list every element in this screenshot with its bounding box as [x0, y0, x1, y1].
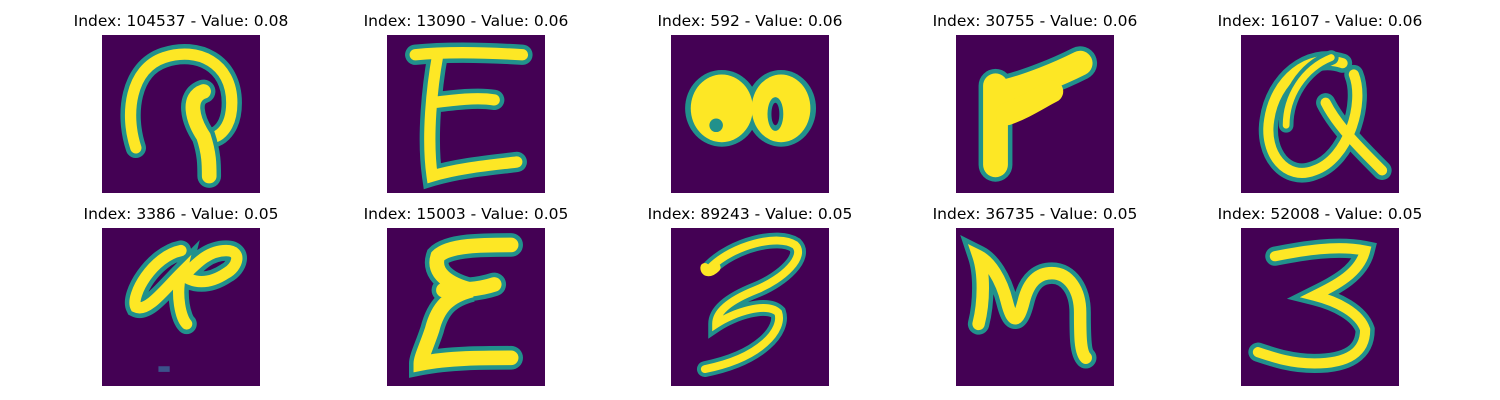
panel-title: Index: 52008 - Value: 0.05 [1217, 205, 1423, 223]
glyph-image-2 [387, 35, 545, 193]
glyph-image-1 [102, 35, 260, 193]
panel-title: Index: 13090 - Value: 0.06 [363, 12, 569, 30]
glyph-image-7 [387, 228, 545, 386]
glyph-image-9 [956, 228, 1114, 386]
panel-title: Index: 15003 - Value: 0.05 [363, 205, 569, 223]
glyph-image-10 [1241, 228, 1399, 386]
glyph-image-3 [671, 35, 829, 193]
panel-title: Index: 89243 - Value: 0.05 [647, 205, 853, 223]
glyph-image-4 [956, 35, 1114, 193]
panel-title: Index: 104537 - Value: 0.08 [73, 12, 289, 30]
panel-title: Index: 36735 - Value: 0.05 [932, 205, 1138, 223]
panel-title: Index: 592 - Value: 0.06 [657, 12, 843, 30]
panel-title: Index: 3386 - Value: 0.05 [83, 205, 279, 223]
panel-title: Index: 30755 - Value: 0.06 [932, 12, 1138, 30]
glyph-image-8 [671, 228, 829, 386]
glyph-image-5 [1241, 35, 1399, 193]
panel-title: Index: 16107 - Value: 0.06 [1217, 12, 1423, 30]
glyph-image-6 [102, 228, 260, 386]
